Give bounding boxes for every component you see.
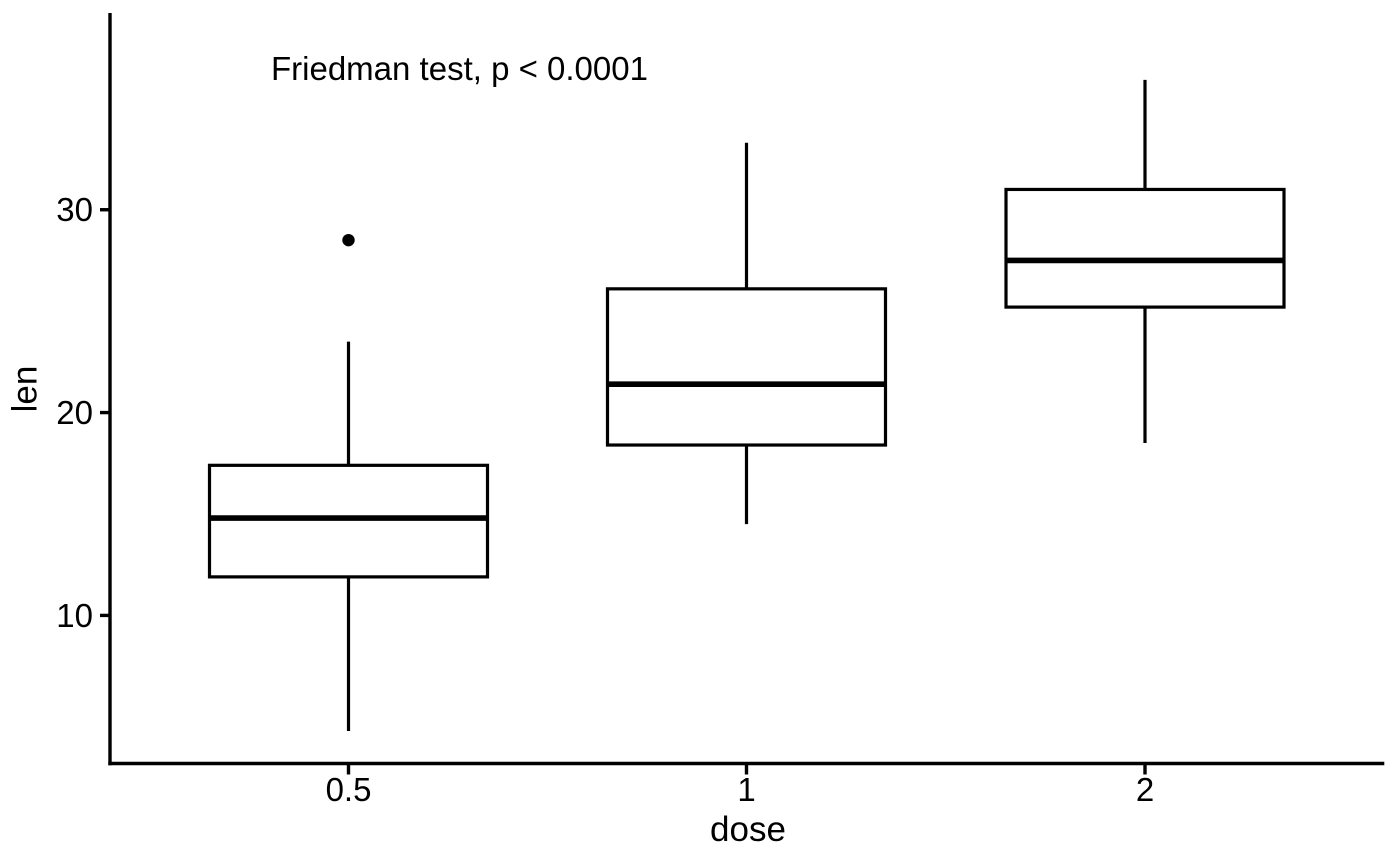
x-tick-label-1: 1 <box>737 771 755 808</box>
plot-area: 10 20 30 0.5 1 2 <box>56 13 1385 808</box>
y-tick-label-20: 20 <box>56 394 93 431</box>
x-tick-label-0.5: 0.5 <box>326 771 372 808</box>
box-0.5 <box>207 463 490 579</box>
box-2 <box>1004 187 1286 309</box>
annotation-friedman-test: Friedman test, p < 0.0001 <box>271 50 648 87</box>
y-tick-label-30: 30 <box>56 191 93 228</box>
x-axis-label: dose <box>710 810 786 849</box>
outlier-point-0.5-0 <box>342 233 355 247</box>
y-axis-label: len <box>6 366 45 413</box>
box-1 <box>605 287 888 447</box>
y-tick-label-10: 10 <box>56 597 93 634</box>
x-tick-label-2: 2 <box>1136 771 1154 808</box>
